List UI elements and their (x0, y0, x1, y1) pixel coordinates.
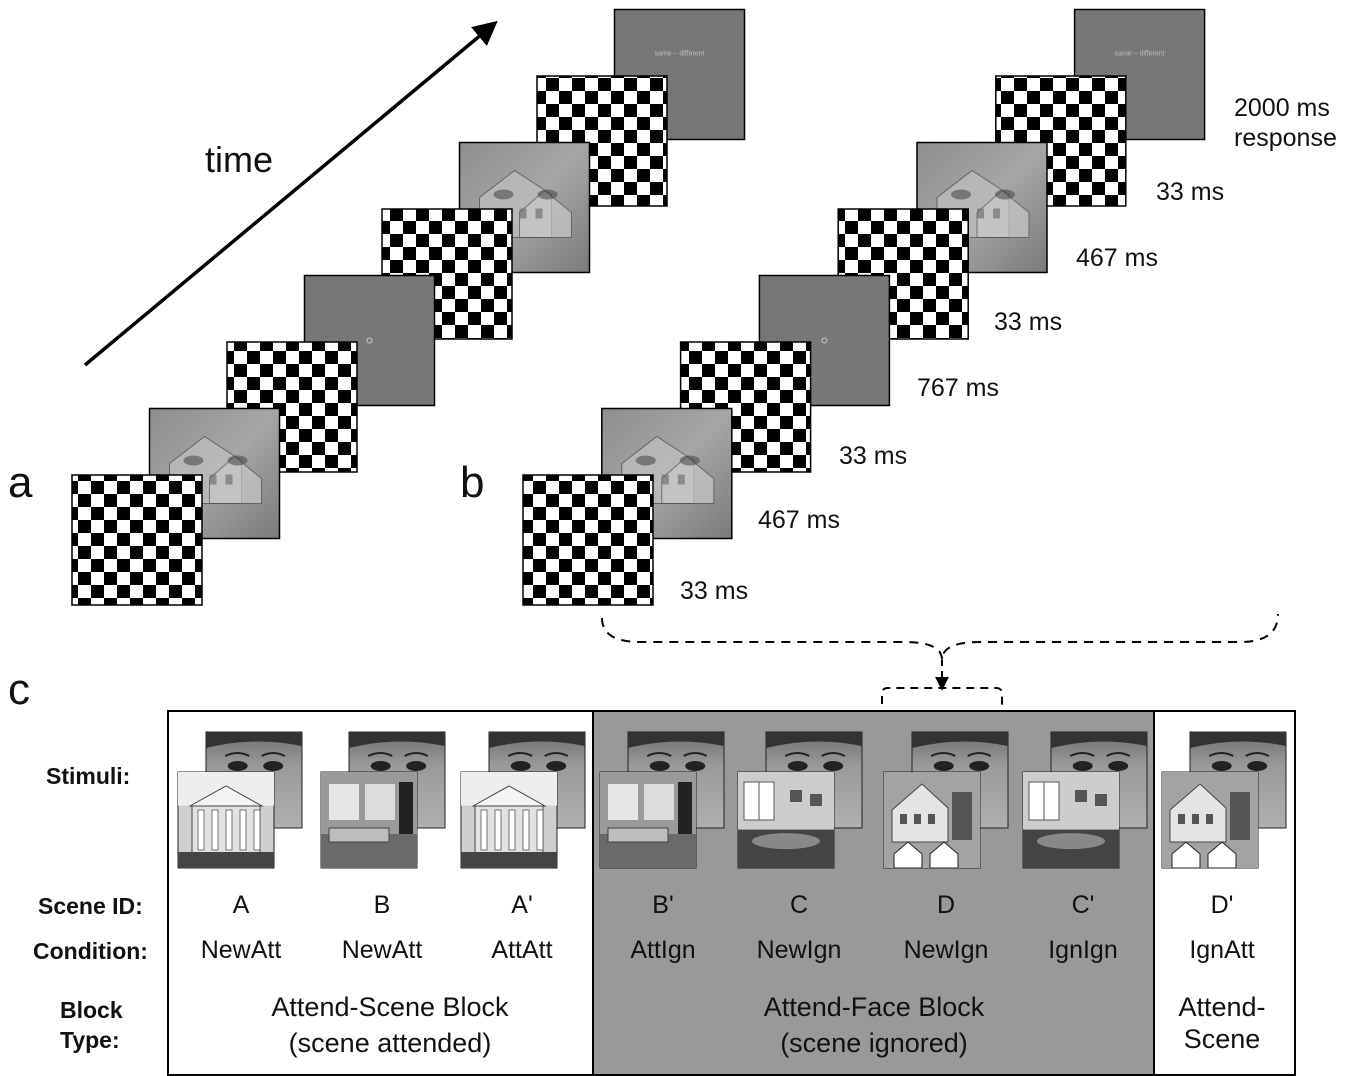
scene-image-building-columns (177, 771, 275, 869)
block-label-3-line2: Scene (1184, 1024, 1261, 1054)
b-frame-6-composite (916, 141, 1048, 274)
condition-8: IgnAtt (1189, 936, 1254, 964)
scene-image-house-gables (1161, 771, 1259, 869)
block-label-1-line2: (scene attended) (289, 1028, 492, 1058)
condition-row: NewAtt NewAtt AttAtt AttIgn NewIgn NewIgn IgnI… (201, 936, 1255, 964)
stimulus-6 (883, 731, 1009, 869)
scene-id-1: A (233, 891, 250, 919)
scene-image-room-windows (737, 771, 835, 869)
fixation-point-icon (821, 337, 828, 344)
trial-sequence-a: same – different (71, 8, 746, 606)
stimulus-1 (177, 731, 303, 869)
stimulus-7 (1022, 731, 1148, 869)
scene-id-8: D' (1211, 891, 1234, 919)
scene-id-row: A B A' B' C D C' D' (233, 891, 1234, 919)
response-prompt: same – different (654, 51, 704, 58)
eye-icon (227, 761, 248, 771)
fixation-point-icon (366, 337, 373, 344)
row-header-type: Type: (60, 1027, 120, 1053)
panel-label-c: c (8, 665, 30, 714)
scene-id-5: C (790, 891, 808, 919)
stimulus-4 (599, 731, 725, 869)
eye-icon (370, 761, 391, 771)
duration-label-2: 467 ms (758, 506, 840, 534)
scene-id-2: B (374, 891, 391, 919)
condition-3: AttAtt (491, 936, 552, 964)
condition-7: IgnIgn (1048, 936, 1118, 964)
scene-image-interior-room (599, 771, 697, 869)
scene-id-7: C' (1072, 891, 1095, 919)
condition-4: AttIgn (630, 936, 695, 964)
duration-label-4: 767 ms (917, 374, 999, 402)
duration-label-5: 33 ms (994, 308, 1062, 336)
condition-2: NewAtt (342, 936, 423, 964)
scene-image-room-windows (1022, 771, 1120, 869)
scene-image-house-gables (883, 771, 981, 869)
a-frame-6-composite (458, 141, 591, 274)
response-duration-label: 2000 ms (1234, 94, 1330, 122)
duration-label-1: 33 ms (680, 577, 748, 605)
scene-id-4: B' (652, 891, 673, 919)
eye-icon (493, 189, 514, 200)
a-frame-1-mask (71, 474, 203, 606)
stimulus-2 (320, 731, 446, 869)
eye-icon (1211, 761, 1232, 771)
trial-sequence-b: same – different (522, 8, 1206, 606)
response-label: response (1234, 124, 1337, 152)
eye-icon (1072, 761, 1093, 771)
scene-id-6: D (937, 891, 955, 919)
panel-label-b: b (460, 458, 484, 507)
scene-image-building-columns (460, 771, 558, 869)
condition-1: NewAtt (201, 936, 282, 964)
dashed-brace (601, 613, 1279, 661)
block-label-3-line1: Attend- (1178, 992, 1265, 1022)
block-label-1-line1: Attend-Scene Block (271, 992, 509, 1022)
condition-6: NewIgn (904, 936, 989, 964)
dashed-bracket (881, 687, 1003, 718)
stimulus-3 (460, 731, 586, 869)
duration-label-7: 33 ms (1156, 178, 1224, 206)
eye-icon (635, 455, 656, 466)
eye-icon (933, 761, 954, 771)
row-header-stimuli: Stimuli: (46, 763, 130, 789)
time-label: time (205, 139, 273, 180)
stimuli-row (177, 731, 1287, 869)
row-header-block: Block (60, 997, 123, 1023)
response-prompt: same – different (1115, 51, 1165, 58)
eye-icon (183, 455, 204, 466)
duration-label-6: 467 ms (1076, 244, 1158, 272)
time-arrow (83, 20, 498, 367)
stimulus-8 (1161, 731, 1287, 869)
block-label-2-line1: Attend-Face Block (764, 992, 985, 1022)
scene-image-interior-room (320, 771, 418, 869)
row-header-scene-id: Scene ID: (38, 893, 143, 919)
panel-label-a: a (8, 458, 33, 507)
eye-icon (649, 761, 670, 771)
stimulus-5 (737, 731, 863, 869)
a-frame-3-mask (226, 341, 358, 473)
duration-label-3: 33 ms (839, 442, 907, 470)
b-frame-1-mask (522, 474, 654, 606)
eye-icon (787, 761, 808, 771)
row-header-condition: Condition: (33, 938, 148, 964)
eye-icon (510, 761, 531, 771)
condition-5: NewIgn (757, 936, 842, 964)
block-label-2-line2: (scene ignored) (780, 1028, 968, 1058)
scene-id-3: A' (511, 891, 532, 919)
eye-icon (951, 189, 971, 200)
